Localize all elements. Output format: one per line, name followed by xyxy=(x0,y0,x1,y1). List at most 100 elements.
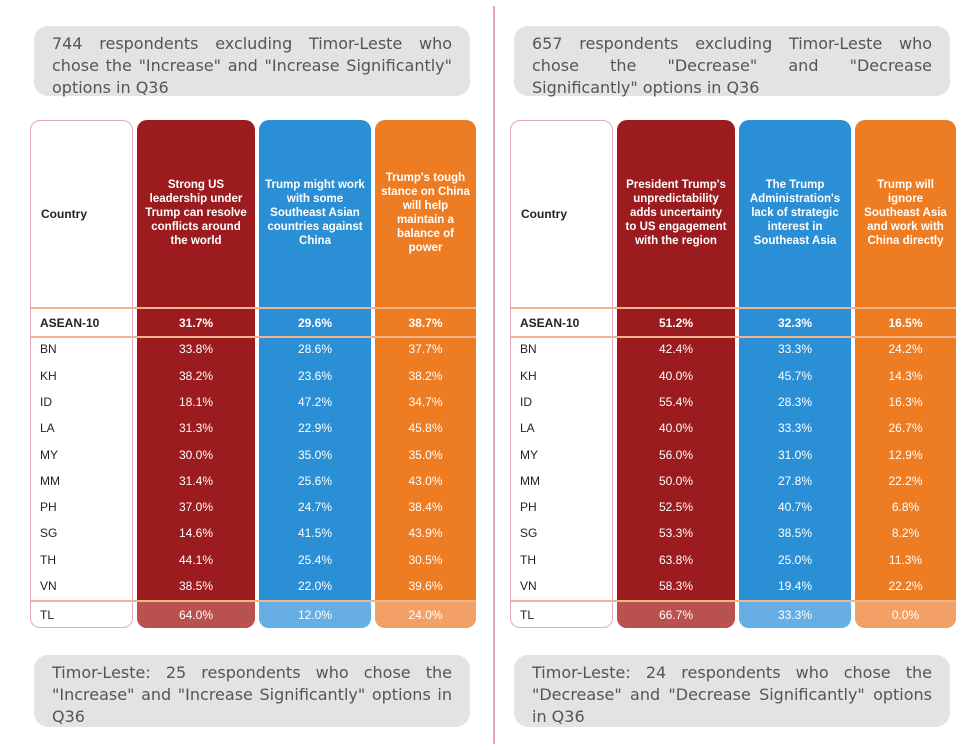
value-cell: 22.0% xyxy=(297,579,333,593)
country-label: MY xyxy=(520,447,538,462)
value-cell: 51.2% xyxy=(658,316,694,330)
value-cell: 24.2% xyxy=(888,342,923,357)
row-separator xyxy=(30,600,476,602)
country-label: PH xyxy=(40,500,57,515)
country-label: PH xyxy=(520,500,537,515)
country-label: MM xyxy=(40,473,60,488)
value-cell: 45.7% xyxy=(777,368,813,383)
data-column: Trump will ignore Southeast Asia and wor… xyxy=(855,120,956,628)
value-cell: 31.7% xyxy=(178,316,214,330)
country-label: ASEAN-10 xyxy=(40,316,100,330)
value-cell: 34.7% xyxy=(408,394,443,409)
data-column: President Trump's unpredictability adds … xyxy=(617,120,735,628)
results-table: Country ASEAN-10 BN KH ID LA MY MM PH SG TH VN TL Str… xyxy=(30,120,476,630)
column-header: Trump's tough stance on China will help … xyxy=(381,172,470,254)
value-cell: 40.0% xyxy=(658,368,694,383)
value-cell: 6.8% xyxy=(891,500,920,515)
value-cell: 29.6% xyxy=(297,316,333,330)
value-cell: 45.8% xyxy=(408,421,443,436)
country-header: Country xyxy=(521,207,567,221)
value-cell: 16.5% xyxy=(888,316,923,330)
data-column: Strong US leadership under Trump can res… xyxy=(137,120,255,628)
tl-row-shade xyxy=(375,602,476,628)
tl-row-shade xyxy=(137,602,255,628)
tl-row-shade xyxy=(855,602,956,628)
value-cell: 41.5% xyxy=(297,526,333,541)
value-cell: 19.4% xyxy=(777,579,813,593)
country-label: SG xyxy=(520,526,538,541)
panel-divider xyxy=(493,6,495,744)
country-label: KH xyxy=(40,368,57,383)
row-separator xyxy=(510,307,956,309)
tl-row-shade xyxy=(259,602,371,628)
value-cell: 14.3% xyxy=(888,368,923,383)
value-cell: 66.7% xyxy=(658,608,694,622)
country-label: MY xyxy=(40,447,58,462)
value-cell: 26.7% xyxy=(888,421,923,436)
value-cell: 35.0% xyxy=(408,447,443,462)
country-column: Country xyxy=(30,120,133,628)
country-label: BN xyxy=(520,342,537,357)
data-column: Trump's tough stance on China will help … xyxy=(375,120,476,628)
top-note: 744 respondents excluding Timor-Leste wh… xyxy=(34,26,470,97)
value-cell: 55.4% xyxy=(658,394,694,409)
value-cell: 58.3% xyxy=(658,579,694,593)
value-cell: 43.9% xyxy=(408,526,443,541)
value-cell: 38.4% xyxy=(408,500,443,515)
value-cell: 53.3% xyxy=(658,526,694,541)
country-label: TL xyxy=(520,608,535,622)
column-header: Trump might work with some Southeast Asi… xyxy=(265,179,365,247)
value-cell: 22.9% xyxy=(297,421,333,436)
country-label: KH xyxy=(520,368,537,383)
value-cell: 33.3% xyxy=(777,608,813,622)
value-cell: 38.2% xyxy=(178,368,214,383)
country-label: BN xyxy=(40,342,57,357)
value-cell: 38.2% xyxy=(408,368,443,383)
value-cell: 33.3% xyxy=(777,421,813,436)
right-panel: 657 respondents excluding Timor-Leste wh… xyxy=(510,0,960,750)
country-label: TH xyxy=(40,552,56,567)
value-cell: 12.9% xyxy=(888,447,923,462)
value-cell: 35.0% xyxy=(297,447,333,462)
value-cell: 38.5% xyxy=(777,526,813,541)
bottom-note: Timor-Leste: 25 respondents who chose th… xyxy=(34,655,470,727)
value-cell: 40.7% xyxy=(777,500,813,515)
value-cell: 25.0% xyxy=(777,552,813,567)
country-column: Country xyxy=(510,120,613,628)
data-column: The Trump Administration's lack of strat… xyxy=(739,120,851,628)
value-cell: 52.5% xyxy=(658,500,694,515)
country-label: LA xyxy=(40,421,55,436)
value-cell: 33.3% xyxy=(777,342,813,357)
country-label: TL xyxy=(40,608,55,622)
value-cell: 28.3% xyxy=(777,394,813,409)
column-header: Strong US leadership under Trump can res… xyxy=(145,179,247,247)
tl-row-shade xyxy=(617,602,735,628)
top-note: 657 respondents excluding Timor-Leste wh… xyxy=(514,26,950,97)
value-cell: 11.3% xyxy=(888,552,923,567)
value-cell: 42.4% xyxy=(658,342,694,357)
country-label: TH xyxy=(520,552,536,567)
data-column: Trump might work with some Southeast Asi… xyxy=(259,120,371,628)
value-cell: 32.3% xyxy=(777,316,813,330)
country-label: SG xyxy=(40,526,58,541)
value-cell: 47.2% xyxy=(297,394,333,409)
value-cell: 38.5% xyxy=(178,579,214,593)
row-separator xyxy=(30,307,476,309)
value-cell: 50.0% xyxy=(658,473,694,488)
value-cell: 38.7% xyxy=(408,316,443,330)
value-cell: 31.4% xyxy=(178,473,214,488)
value-cell: 28.6% xyxy=(297,342,333,357)
value-cell: 40.0% xyxy=(658,421,694,436)
value-cell: 16.3% xyxy=(888,394,923,409)
value-cell: 30.5% xyxy=(408,552,443,567)
value-cell: 24.0% xyxy=(408,608,443,622)
value-cell: 18.1% xyxy=(178,394,214,409)
results-table: Country ASEAN-10 BN KH ID LA MY MM PH SG TH VN TL Pre… xyxy=(510,120,956,630)
value-cell: 30.0% xyxy=(178,447,214,462)
country-label: MM xyxy=(520,473,540,488)
value-cell: 63.8% xyxy=(658,552,694,567)
value-cell: 8.2% xyxy=(891,526,920,541)
value-cell: 56.0% xyxy=(658,447,694,462)
value-cell: 44.1% xyxy=(178,552,214,567)
country-label: ID xyxy=(520,394,532,409)
